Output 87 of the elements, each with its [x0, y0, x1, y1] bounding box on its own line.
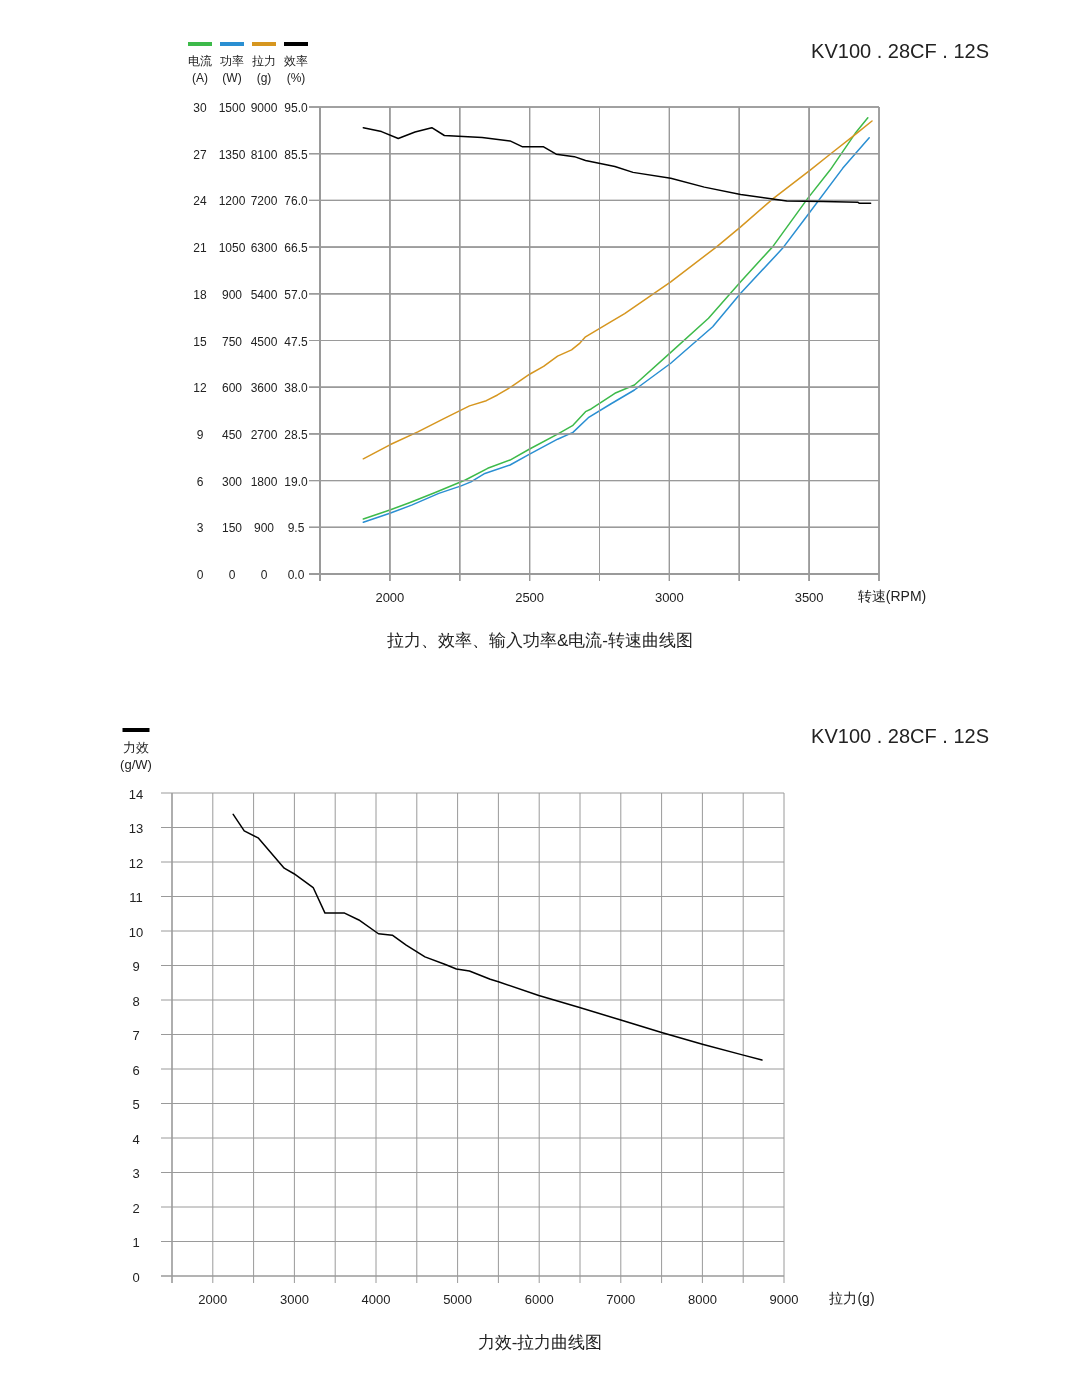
- ytick: 3: [132, 1166, 140, 1181]
- ytick: 24: [193, 194, 207, 209]
- ytick: 12: [128, 855, 144, 871]
- xlabel: 拉力(g): [829, 1290, 875, 1306]
- title: 力效-拉力曲线图: [477, 1332, 603, 1352]
- ytick: 1350: [218, 147, 246, 162]
- ytick: 76.0: [284, 194, 308, 209]
- ytick: 7200: [250, 194, 278, 209]
- ytick: 4500: [250, 334, 278, 349]
- ytick: 95.0: [284, 101, 308, 115]
- ytick: 2: [132, 1200, 140, 1216]
- ytick: 6300: [250, 241, 278, 256]
- ytick: 66.5: [284, 241, 308, 256]
- ytick: 1200: [218, 194, 246, 209]
- xtick: 8000: [687, 1291, 717, 1307]
- ytick: 9: [132, 959, 140, 974]
- ytick: 1500: [218, 101, 246, 115]
- ytick: 4: [132, 1131, 140, 1147]
- ytick: 900: [222, 287, 242, 302]
- ytick: 85.5: [284, 147, 308, 162]
- ytick: 15: [193, 334, 207, 349]
- ytick: 0: [228, 568, 236, 582]
- xtick: 7000: [606, 1291, 636, 1307]
- ytick: 900: [254, 521, 274, 536]
- ytick: 14: [128, 786, 144, 802]
- ytick: 13: [128, 821, 144, 836]
- ytick: 28.5: [284, 427, 308, 442]
- ytick: 300: [222, 474, 242, 489]
- ytick: 3600: [250, 381, 278, 396]
- ytick: 9000: [250, 101, 278, 115]
- ytick: 1: [132, 1235, 140, 1250]
- legend-label: 效率: [284, 54, 308, 68]
- ytick: 19.0: [284, 474, 308, 489]
- ytick: 0: [196, 568, 204, 582]
- ytick: 18: [193, 287, 207, 302]
- ytick: 9.5: [287, 521, 305, 536]
- ylabel: (A): [192, 71, 208, 85]
- ytick: 450: [222, 427, 242, 442]
- legend-label: 电流: [188, 54, 212, 68]
- ytick: 10: [128, 924, 144, 940]
- ytick: 12: [193, 381, 207, 396]
- ytick: 6: [196, 474, 204, 489]
- xtick: 3000: [654, 589, 684, 605]
- ytick: 8100: [250, 147, 278, 162]
- ylabel: (%): [286, 71, 306, 85]
- xtick: 2500: [515, 589, 545, 605]
- xtick: 6000: [524, 1291, 554, 1307]
- title: 拉力、效率、输入功率&电流-转速曲线图: [387, 630, 693, 650]
- ytick: 1800: [250, 474, 278, 489]
- annotation: KV100 . 28CF . 12S: [811, 40, 989, 62]
- xtick: 2000: [375, 589, 405, 605]
- ylabel: (g): [256, 71, 272, 85]
- ytick: 6: [132, 1062, 140, 1078]
- ytick: 3: [196, 521, 204, 536]
- ytick: 5: [132, 1097, 140, 1112]
- ytick: 0: [260, 568, 268, 582]
- ylabel: (W): [222, 71, 242, 85]
- xtick: 3500: [794, 589, 824, 605]
- ytick: 150: [222, 521, 242, 536]
- legend-label: 力效: [123, 739, 149, 755]
- ytick: 600: [222, 381, 242, 396]
- ytick: 2700: [250, 427, 278, 442]
- ytick: 750: [222, 334, 242, 349]
- xtick: 5000: [443, 1291, 473, 1307]
- ytick: 27: [193, 147, 207, 162]
- annotation: KV100 . 28CF . 12S: [811, 725, 989, 747]
- xtick: 4000: [361, 1291, 391, 1307]
- xtick: 3000: [279, 1291, 309, 1307]
- ytick: 47.5: [284, 334, 308, 349]
- ytick: 38.0: [284, 381, 308, 396]
- ytick: 7: [132, 1028, 140, 1043]
- legend-label: 功率: [220, 54, 244, 68]
- xtick: 2000: [198, 1291, 228, 1307]
- ytick: 1050: [218, 241, 246, 256]
- ytick: 8: [132, 993, 140, 1009]
- legend-label: 拉力: [252, 54, 276, 68]
- ytick: 11: [129, 890, 143, 905]
- ytick: 5400: [250, 287, 278, 302]
- ytick: 30: [193, 101, 207, 115]
- ytick: 21: [193, 241, 207, 256]
- xtick: 9000: [769, 1291, 799, 1307]
- ytick: 0: [132, 1269, 140, 1285]
- ylabel: (g/W): [120, 756, 152, 772]
- ytick: 0.0: [287, 568, 305, 582]
- ytick: 57.0: [284, 287, 308, 302]
- ytick: 9: [196, 427, 204, 442]
- xlabel: 转速(RPM): [857, 588, 927, 604]
